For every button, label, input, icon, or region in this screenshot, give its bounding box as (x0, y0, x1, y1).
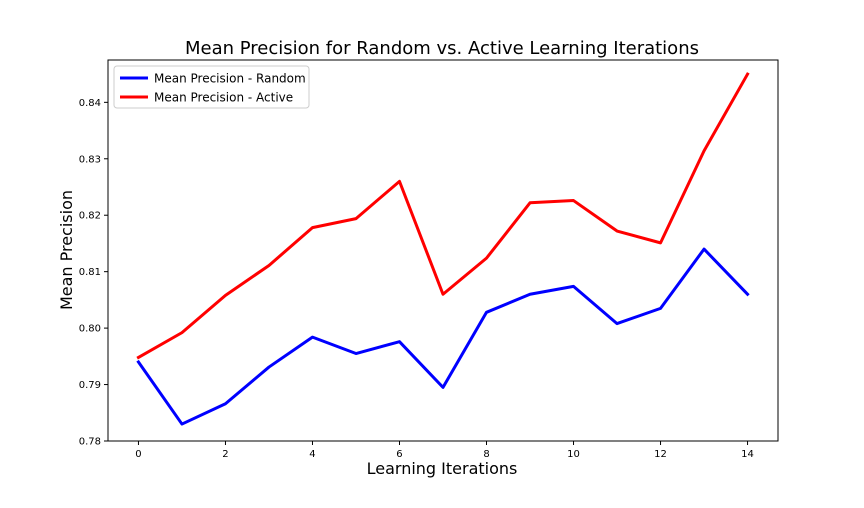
y-tick-label: 0.81 (79, 267, 101, 278)
x-tick-label: 4 (309, 449, 315, 460)
series-line-random (136, 247, 750, 426)
legend-label-random: Mean Precision - Random (154, 72, 306, 86)
y-tick-label: 0.79 (79, 380, 101, 391)
x-tick-label: 6 (396, 449, 402, 460)
legend-box (113, 65, 310, 109)
y-tick-label: 0.80 (79, 324, 101, 335)
x-tick-label: 12 (654, 449, 667, 460)
legend: Mean Precision - Random Mean Precision - … (113, 65, 310, 109)
y-tick-label: 0.82 (79, 211, 101, 222)
x-tick-label: 2 (222, 449, 228, 460)
legend-label-active: Mean Precision - Active (154, 91, 293, 105)
chart-title: Mean Precision for Random vs. Active Lea… (185, 38, 699, 59)
x-tick-label: 8 (483, 449, 489, 460)
series-line-active (136, 72, 750, 360)
x-tick-label: 10 (567, 449, 580, 460)
x-tick-label: 14 (741, 449, 754, 460)
y-tick-label: 0.78 (79, 437, 101, 448)
x-tick-label: 0 (135, 449, 141, 460)
plot-frame (107, 59, 779, 442)
plot-area: 0 2 4 6 8 10 12 14 0.78 0.79 0.80 0.81 0.82 0.83 0.84 M… (79, 59, 779, 460)
x-axis-title: Learning Iterations (367, 459, 518, 478)
y-axis-title: Mean Precision (57, 190, 76, 310)
y-tick-label: 0.83 (79, 154, 101, 165)
y-tick-label: 0.84 (79, 98, 101, 109)
